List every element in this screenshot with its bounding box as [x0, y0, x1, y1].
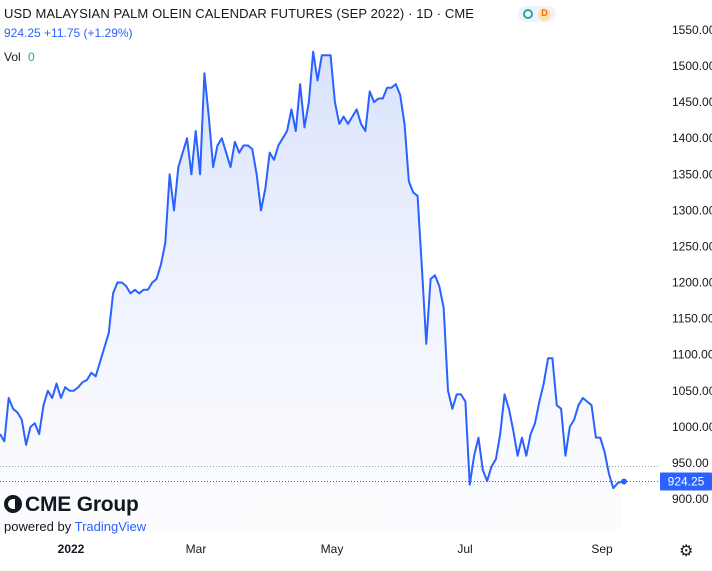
y-tick-label: 950.00 [672, 456, 709, 470]
x-tick-label: Mar [186, 542, 207, 556]
y-tick-label: 1300.00 [672, 203, 712, 217]
powered-by-prefix: powered by [4, 519, 71, 534]
volume-value: 0 [28, 50, 35, 64]
volume-label: Vol [4, 50, 21, 64]
tradingview-link[interactable]: TradingView [75, 519, 147, 534]
y-tick-label: 1100.00 [672, 348, 712, 362]
y-tick-label: 900.00 [672, 492, 709, 506]
area-fill [0, 52, 622, 530]
y-tick-label: 1550.00 [672, 23, 712, 37]
volume-legend: Vol 0 [4, 50, 35, 64]
branding[interactable]: CME Group powered by TradingView [4, 493, 146, 534]
settings-gear-icon[interactable]: ⚙ [679, 541, 693, 561]
chart-legend: USD MALAYSIAN PALM OLEIN CALENDAR FUTURE… [4, 6, 474, 21]
y-tick-label: 1150.00 [672, 312, 712, 326]
x-tick-label: May [321, 542, 344, 556]
market-status-icon[interactable] [523, 9, 533, 19]
x-tick-label: Jul [457, 542, 472, 556]
y-tick-label: 1450.00 [672, 95, 712, 109]
cme-group-logo[interactable]: CME Group [4, 493, 146, 517]
powered-by[interactable]: powered by TradingView [4, 519, 146, 534]
y-tick-label: 1350.00 [672, 167, 712, 181]
y-tick-label: 1050.00 [672, 384, 712, 398]
chart-title: USD MALAYSIAN PALM OLEIN CALENDAR FUTURE… [4, 6, 474, 21]
x-tick-label: 2022 [58, 542, 85, 556]
y-tick-label: 1200.00 [672, 276, 712, 290]
price-change-line: 924.25 +11.75 (+1.29%) [4, 26, 133, 40]
brand-name: CME Group [25, 493, 139, 516]
last-price-dot [621, 479, 627, 485]
delayed-data-badge[interactable]: D [538, 8, 551, 21]
x-tick-label: Sep [591, 542, 613, 556]
last-price-label: 924.25 [668, 475, 705, 489]
y-tick-label: 1400.00 [672, 131, 712, 145]
status-indicators[interactable]: D [518, 6, 556, 22]
y-tick-label: 1000.00 [672, 420, 712, 434]
cme-logo-icon [4, 495, 22, 513]
y-tick-label: 1500.00 [672, 59, 712, 73]
y-tick-label: 1250.00 [672, 239, 712, 253]
